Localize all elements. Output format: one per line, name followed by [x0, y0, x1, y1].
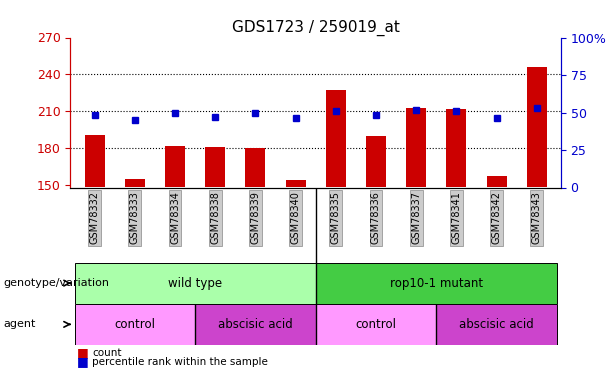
- Bar: [366, 136, 386, 188]
- Bar: [195, 304, 316, 345]
- Bar: [446, 109, 466, 188]
- Text: ■: ■: [77, 356, 88, 368]
- Bar: [436, 304, 557, 345]
- Text: GSM78341: GSM78341: [451, 191, 462, 244]
- Bar: [75, 262, 316, 304]
- Bar: [125, 179, 145, 188]
- Bar: [316, 262, 557, 304]
- Text: agent: agent: [3, 320, 36, 329]
- Bar: [527, 67, 547, 188]
- Text: GSM78337: GSM78337: [411, 191, 421, 244]
- Bar: [406, 108, 426, 188]
- Text: count: count: [92, 348, 121, 357]
- Text: GSM78336: GSM78336: [371, 191, 381, 244]
- Text: control: control: [114, 318, 155, 331]
- Text: genotype/variation: genotype/variation: [3, 278, 109, 288]
- Text: GSM78340: GSM78340: [291, 191, 300, 244]
- Text: GSM78342: GSM78342: [492, 191, 501, 244]
- Text: ■: ■: [77, 346, 88, 359]
- Text: GSM78332: GSM78332: [89, 191, 100, 244]
- Bar: [85, 135, 105, 188]
- Text: GSM78339: GSM78339: [250, 191, 261, 244]
- Text: abscisic acid: abscisic acid: [218, 318, 293, 331]
- Text: GSM78333: GSM78333: [130, 191, 140, 244]
- Text: GSM78334: GSM78334: [170, 191, 180, 244]
- Text: rop10-1 mutant: rop10-1 mutant: [390, 277, 483, 290]
- Bar: [316, 304, 436, 345]
- Text: control: control: [356, 318, 397, 331]
- Bar: [75, 304, 195, 345]
- Text: abscisic acid: abscisic acid: [459, 318, 534, 331]
- Text: wild type: wild type: [168, 277, 222, 290]
- Bar: [286, 180, 306, 188]
- Bar: [245, 148, 265, 188]
- Text: GSM78335: GSM78335: [331, 191, 341, 244]
- Bar: [205, 147, 225, 188]
- Text: GSM78338: GSM78338: [210, 191, 220, 244]
- Text: percentile rank within the sample: percentile rank within the sample: [92, 357, 268, 367]
- Text: GSM78343: GSM78343: [531, 191, 542, 244]
- Bar: [326, 90, 346, 188]
- Bar: [165, 146, 185, 188]
- Title: GDS1723 / 259019_at: GDS1723 / 259019_at: [232, 20, 400, 36]
- Bar: [487, 176, 506, 188]
